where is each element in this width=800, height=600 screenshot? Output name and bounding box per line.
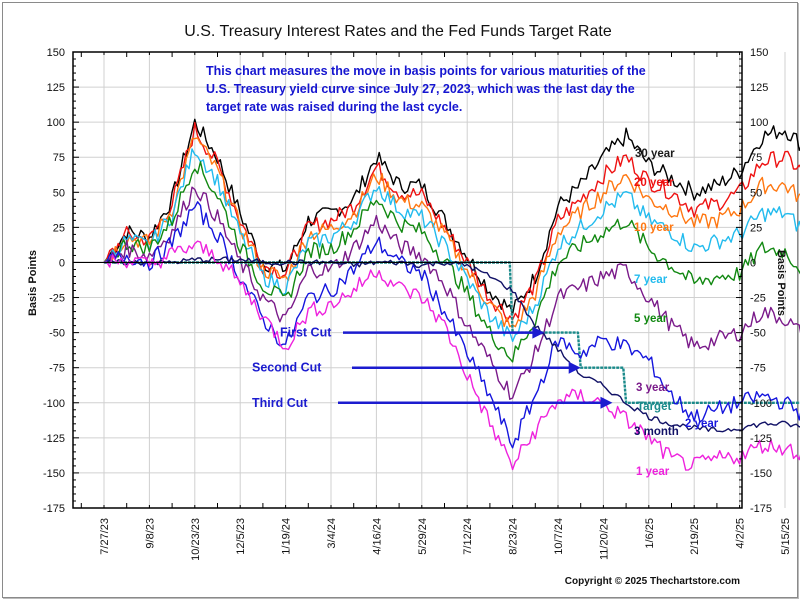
y-tick-label-right: 125: [750, 82, 768, 94]
label-30-year: 30 year: [635, 148, 675, 160]
x-tick-label: 7/27/23: [99, 518, 111, 555]
y-tick-label-left: 150: [47, 47, 65, 59]
x-tick-label: 9/8/23: [144, 518, 156, 549]
label-1-year: 1 year: [636, 466, 670, 478]
y-tick-label-right: -25: [750, 293, 766, 305]
label-target: Target: [637, 401, 671, 413]
x-tick-label: 11/20/24: [598, 518, 610, 560]
y-tick-label-right: 100: [750, 117, 768, 129]
x-tick-label: 10/7/24: [553, 518, 565, 555]
series-line-7-year: [103, 148, 800, 342]
label-20-year: 20 year: [634, 177, 674, 189]
x-tick-label: 3/4/24: [326, 518, 338, 549]
x-tick-label: 1/6/25: [644, 518, 656, 549]
label-10-year: 10 year: [634, 222, 674, 234]
annotation-line-2: U.S. Treasury yield curve since July 27,…: [206, 82, 635, 96]
cut-label: Second Cut: [252, 361, 322, 375]
x-tick-label: 5/29/24: [417, 518, 429, 555]
plot-border: [72, 51, 743, 509]
y-tick-label-left: 75: [53, 152, 65, 164]
cut-arrowhead: [600, 396, 613, 409]
x-tick-label: 5/15/25: [780, 518, 792, 555]
series-line-1-year: [103, 240, 800, 471]
cut-annotations: First Cut Second Cut Third Cut: [252, 326, 613, 410]
series-line-3-year: [103, 186, 800, 400]
y-tick-label-right: -75: [750, 363, 766, 375]
x-tick-label: 10/23/23: [190, 518, 202, 561]
y-tick-label-right: 0: [750, 257, 756, 269]
y-tick-label-right: 25: [750, 222, 762, 234]
y-tick-label-left: 0: [59, 257, 65, 269]
y-tick-label-left: -125: [43, 433, 65, 445]
x-tick-label: 2/19/25: [689, 518, 701, 555]
y-tick-label-right: -175: [750, 503, 772, 515]
cut-arrowhead: [568, 361, 581, 374]
series-line-20-year: [103, 121, 800, 322]
label-3-year: 3 year: [636, 382, 670, 394]
label-5-year: 5 year: [634, 313, 668, 325]
y-tick-label-left: 100: [47, 117, 65, 129]
y-tick-label-right: 75: [750, 152, 762, 164]
label-3-month: 3 month: [634, 426, 679, 438]
cut-arrowhead: [532, 326, 545, 339]
y-tick-label-left: -175: [43, 503, 65, 515]
y-tick-label-left: -100: [43, 398, 65, 410]
label-7-year: 7 year: [634, 274, 668, 286]
y-tick-label-left: 125: [47, 82, 65, 94]
series-line-30-year: [103, 118, 800, 315]
y-tick-label-left: 25: [53, 222, 65, 234]
series-line-2-year: [103, 201, 800, 449]
x-tick-label: 4/2/25: [735, 518, 747, 549]
series-line-10-year: [103, 137, 800, 328]
x-tick-label: 8/23/24: [508, 518, 520, 555]
y-tick-label-right: -50: [750, 328, 766, 340]
x-tick-label: 12/5/23: [235, 518, 247, 555]
x-tick-label: 7/12/24: [462, 518, 474, 555]
cut-label: Third Cut: [252, 396, 308, 410]
y-tick-label-right: 150: [750, 47, 768, 59]
x-tick-label: 4/16/24: [371, 518, 383, 555]
y-tick-label-right: -150: [750, 468, 772, 480]
annotation-line-1: This chart measures the move in basis po…: [206, 64, 646, 78]
x-tick-label: 1/19/24: [281, 518, 293, 555]
y-tick-label-left: -75: [49, 363, 65, 375]
label-2-year: 2 year: [685, 418, 719, 430]
copyright: Copyright © 2025 Thechartstore.com: [565, 576, 740, 587]
chart-title: U.S. Treasury Interest Rates and the Fed…: [184, 23, 612, 40]
axes: [72, 51, 743, 509]
series-line-5-year: [103, 161, 800, 363]
y-axis-label-right: Basis Points: [775, 250, 787, 316]
cut-label: First Cut: [280, 326, 332, 340]
y-tick-label-right: 50: [750, 187, 762, 199]
y-tick-label-right: -100: [750, 398, 772, 410]
y-tick-label-left: 50: [53, 187, 65, 199]
grid: [73, 51, 786, 509]
series-line-3-month: [104, 256, 800, 433]
y-axis-label-left: Basis Points: [27, 250, 39, 316]
y-tick-label-right: -125: [750, 433, 772, 445]
y-tick-label-left: -50: [49, 328, 65, 340]
tick-labels: 150 150 125 125 100 100 75 75 50 50 25 25 0 0 -25 -25 -5…: [43, 47, 792, 561]
y-tick-label-left: -150: [43, 468, 65, 480]
annotation-line-3: target rate was raised during the last c…: [206, 100, 462, 114]
y-tick-label-left: -25: [49, 293, 65, 305]
